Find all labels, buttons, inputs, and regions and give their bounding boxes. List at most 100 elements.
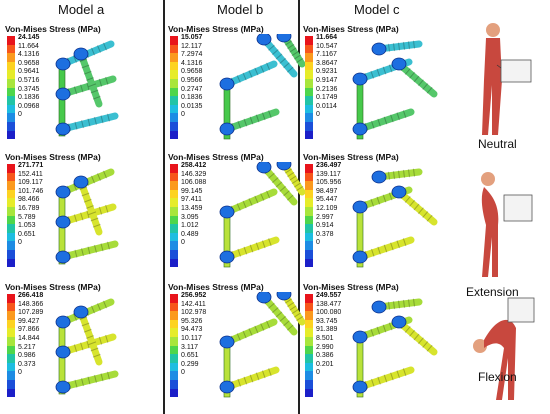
color-scale-swatch xyxy=(305,241,313,250)
scale-value-label: 101.746 xyxy=(18,187,44,195)
scale-value-label: 0.651 xyxy=(18,230,36,238)
scale-value-label: 1.053 xyxy=(18,222,36,230)
color-scale-swatch xyxy=(170,336,178,346)
pedicle-screw xyxy=(219,188,278,219)
color-scale-labels: 11.664 10.547 7.1167 3.8647 0.9231 0.9147 0.21… xyxy=(316,34,337,120)
color-scale-swatch xyxy=(170,70,178,79)
color-scale-swatch xyxy=(305,345,313,355)
legend-title: Von-Mises Stress (MPa) xyxy=(5,282,101,292)
scale-value-label: 12.109 xyxy=(316,204,338,212)
color-scale-swatch xyxy=(7,189,15,199)
color-scale-swatch xyxy=(170,96,178,105)
color-scale-swatch xyxy=(7,302,15,312)
pedicle-screw xyxy=(276,34,306,68)
scale-value-label: 5.789 xyxy=(18,213,36,221)
pedicle-screw xyxy=(352,236,415,264)
legend-title: Von-Mises Stress (MPa) xyxy=(168,152,264,162)
color-scale-labels: 256.952 142.411 102.978 95.326 94.473 10.117 3… xyxy=(181,292,206,378)
color-scale-swatch xyxy=(305,371,313,380)
color-scale-swatch xyxy=(170,181,178,190)
color-scale-swatch xyxy=(305,113,313,122)
color-scale-swatch xyxy=(305,53,313,62)
color-scale-swatch xyxy=(170,379,178,389)
color-scale-swatch xyxy=(7,294,15,303)
color-scale-swatch xyxy=(170,87,178,97)
scale-value-label: 0.2747 xyxy=(181,85,203,93)
stress-panel-model-b-row-0: Von-Mises Stress (MPa) 15.057 12.117 7.2974… xyxy=(168,24,318,152)
scale-value-label: 12.117 xyxy=(181,42,202,50)
pedicle-screw xyxy=(55,75,117,101)
scale-value-label: 98.497 xyxy=(316,187,338,195)
fixation-model-render xyxy=(352,168,438,268)
scale-value-label: 142.411 xyxy=(181,300,206,308)
stress-panel-model-a-row-1: Von-Mises Stress (MPa) 271.771 152.411 109.… xyxy=(5,152,155,280)
color-scale-labels: 258.412 146.329 106.088 99.145 97.411 13.459 3… xyxy=(181,162,206,248)
color-scale-swatch xyxy=(7,87,15,97)
color-scale-swatch xyxy=(170,354,178,363)
color-scale-swatch xyxy=(170,232,178,242)
pedicle-screw xyxy=(55,203,117,229)
scale-value-label: 0 xyxy=(181,239,185,247)
color-scale-swatch xyxy=(7,70,15,79)
color-scale-swatch xyxy=(305,362,313,372)
scale-value-label: 146.329 xyxy=(181,170,207,178)
color-scale-swatch xyxy=(170,61,178,71)
color-scale-labels: 249.557 138.477 100.080 93.745 91.389 8.501 2.… xyxy=(316,292,341,378)
pedicle-screw xyxy=(256,162,298,206)
color-scale-swatch xyxy=(305,78,313,88)
scale-value-label: 0 xyxy=(18,111,22,119)
color-scale-swatch xyxy=(305,164,313,173)
color-scale-swatch xyxy=(7,311,15,320)
scale-value-label: 106.088 xyxy=(181,179,207,187)
color-scale-swatch xyxy=(7,121,15,131)
color-scale-swatch xyxy=(170,78,178,88)
scale-value-label: 13.459 xyxy=(181,204,203,212)
fixation-model-render xyxy=(219,162,306,268)
stress-panel-model-c-row-2: Von-Mises Stress (MPa) 249.557 138.477 100.… xyxy=(303,282,453,410)
color-scale-swatch xyxy=(170,104,178,114)
legend-title: Von-Mises Stress (MPa) xyxy=(168,282,264,292)
color-scale-swatch xyxy=(7,319,15,329)
stress-panel-model-a-row-2: Von-Mises Stress (MPa) 266.418 148.366 107.… xyxy=(5,282,155,410)
color-scale-swatch xyxy=(170,164,178,173)
color-scale-swatch xyxy=(7,130,15,140)
fixation-model-render xyxy=(55,168,119,265)
color-scale-swatch xyxy=(305,258,313,268)
color-scale-swatch xyxy=(7,224,15,233)
color-scale-labels: 15.057 12.117 7.2974 4.1316 0.9658 0.9566 0.27… xyxy=(181,34,202,120)
color-scale-swatch xyxy=(170,319,178,329)
color-scale-swatch xyxy=(305,215,313,225)
pedicle-screw xyxy=(219,318,278,349)
color-scale-bar xyxy=(7,294,15,398)
human-pose-flexion xyxy=(473,297,535,400)
color-scale-swatch xyxy=(305,294,313,303)
scale-value-label: 3.095 xyxy=(181,213,199,221)
color-scale-swatch xyxy=(7,172,15,182)
scale-value-label: 16.789 xyxy=(18,204,40,212)
scale-value-label: 100.080 xyxy=(316,309,342,317)
color-scale-swatch xyxy=(170,113,178,122)
pedicle-screw xyxy=(352,108,415,136)
model-a-header: Model a xyxy=(58,2,105,17)
pedicle-screw xyxy=(391,185,438,226)
scale-value-label: 271.771 xyxy=(18,162,44,169)
fixation-model-render xyxy=(352,40,438,140)
color-scale-swatch xyxy=(170,198,178,207)
scale-value-label: 4.1316 xyxy=(181,59,203,67)
scale-value-label: 1.012 xyxy=(181,222,199,230)
scale-value-label: 3.117 xyxy=(181,343,198,351)
color-scale-swatch xyxy=(305,87,313,97)
legend-title: Von-Mises Stress (MPa) xyxy=(303,282,399,292)
scale-value-label: 0.651 xyxy=(181,352,199,360)
scale-value-label: 139.117 xyxy=(316,170,341,178)
pedicle-screw xyxy=(276,292,306,326)
scale-value-label: 0.489 xyxy=(181,230,199,238)
color-scale-swatch xyxy=(305,121,313,131)
color-scale-swatch xyxy=(170,311,178,320)
color-scale-swatch xyxy=(305,232,313,242)
stress-panel-model-c-row-1: Von-Mises Stress (MPa) 236.497 139.117 105.… xyxy=(303,152,453,280)
color-scale-swatch xyxy=(305,172,313,182)
color-scale-labels: 271.771 152.411 109.117 101.746 98.466 16.789… xyxy=(18,162,43,248)
scale-value-label: 0.1836 xyxy=(18,94,40,102)
color-scale-swatch xyxy=(7,206,15,216)
